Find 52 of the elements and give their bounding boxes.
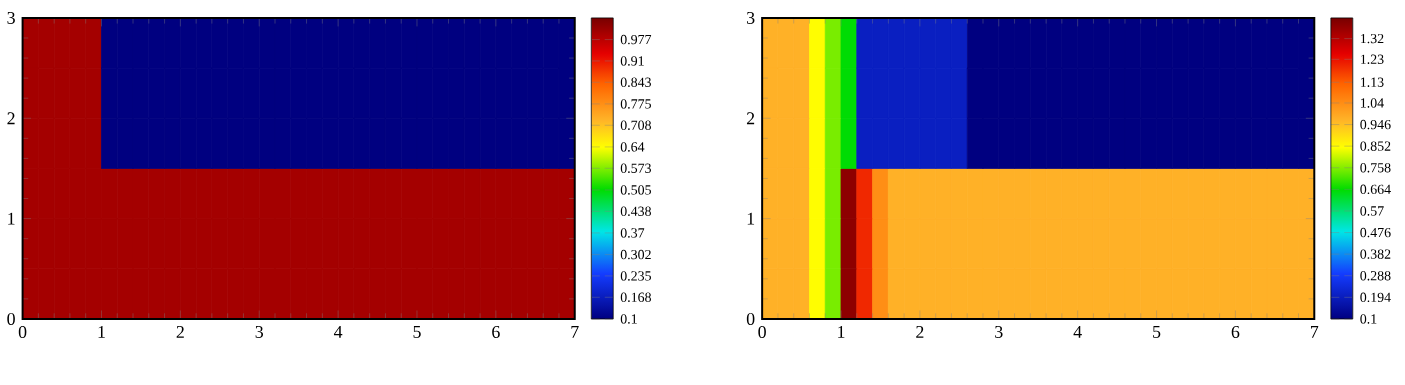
x-tick-label: 1 bbox=[838, 326, 845, 338]
x-tick-label: 2 bbox=[176, 326, 184, 338]
color-bar-label: 0.438 bbox=[620, 206, 651, 217]
y-tick-label: 3 bbox=[747, 12, 755, 25]
y-tick-label: 1 bbox=[747, 212, 755, 225]
x-tick-label: 7 bbox=[571, 326, 579, 338]
x-tick-label: 3 bbox=[995, 326, 1003, 339]
x-tick-label: 3 bbox=[255, 326, 264, 339]
x-tick-label: 2 bbox=[916, 326, 924, 338]
color-bar-label: 1.23 bbox=[1361, 54, 1384, 65]
y-tick-label: 0 bbox=[746, 313, 755, 326]
color-bar-label: 0.852 bbox=[1360, 141, 1391, 151]
color-bar-label: 0.302 bbox=[620, 250, 651, 260]
x-tick-label: 5 bbox=[1153, 326, 1161, 338]
color-bar-label: 0.64 bbox=[620, 142, 645, 152]
x-tick-label: 7 bbox=[1311, 326, 1319, 338]
x-tick-label: 0 bbox=[758, 326, 766, 339]
color-bar-label: 0.37 bbox=[620, 228, 645, 238]
color-bar-label: 0.977 bbox=[620, 35, 652, 45]
color-bar-label: 0.1 bbox=[620, 314, 637, 324]
color-bar-label: 0.382 bbox=[1360, 249, 1391, 259]
color-bar-label: 0.1 bbox=[1360, 314, 1377, 324]
color-bar-label: 0.708 bbox=[620, 120, 651, 131]
y-tick-label: 0 bbox=[7, 313, 15, 326]
x-tick-label: 5 bbox=[413, 326, 421, 338]
color-bar-label: 0.476 bbox=[1360, 227, 1391, 238]
color-bar-label: 0.288 bbox=[1360, 271, 1391, 281]
color-bar-label: 0.235 bbox=[620, 271, 651, 281]
color-bar-label: 0.91 bbox=[620, 56, 644, 66]
color-bar-label: 0.573 bbox=[620, 163, 651, 174]
color-bar-label: 1.04 bbox=[1361, 98, 1384, 108]
color-bar-label: 0.664 bbox=[1360, 184, 1391, 195]
x-tick-label: 1 bbox=[98, 326, 105, 338]
x-tick-label: 6 bbox=[492, 326, 500, 339]
color-bar-label: 0.843 bbox=[620, 77, 651, 88]
color-bar-label: 0.168 bbox=[620, 292, 651, 303]
color-bar-label: 1.13 bbox=[1361, 77, 1384, 88]
color-bar-label: 0.758 bbox=[1360, 163, 1391, 173]
x-tick-label: 4 bbox=[1073, 326, 1082, 338]
x-tick-label: 0 bbox=[18, 326, 27, 339]
y-tick-label: 2 bbox=[746, 112, 755, 125]
color-bar-label: 0.946 bbox=[1360, 119, 1391, 130]
x-tick-label: 4 bbox=[333, 326, 343, 338]
x-tick-label: 6 bbox=[1231, 326, 1240, 339]
color-bar-label: 0.505 bbox=[620, 185, 651, 195]
color-bar-label: 0.57 bbox=[1360, 206, 1384, 216]
color-bar-label: 1.32 bbox=[1361, 34, 1384, 44]
y-tick-label: 2 bbox=[7, 112, 15, 125]
y-tick-label: 1 bbox=[8, 212, 15, 225]
color-bar-label: 0.194 bbox=[1360, 292, 1391, 303]
y-tick-label: 3 bbox=[7, 12, 15, 25]
color-bar-label: 0.775 bbox=[620, 99, 651, 109]
